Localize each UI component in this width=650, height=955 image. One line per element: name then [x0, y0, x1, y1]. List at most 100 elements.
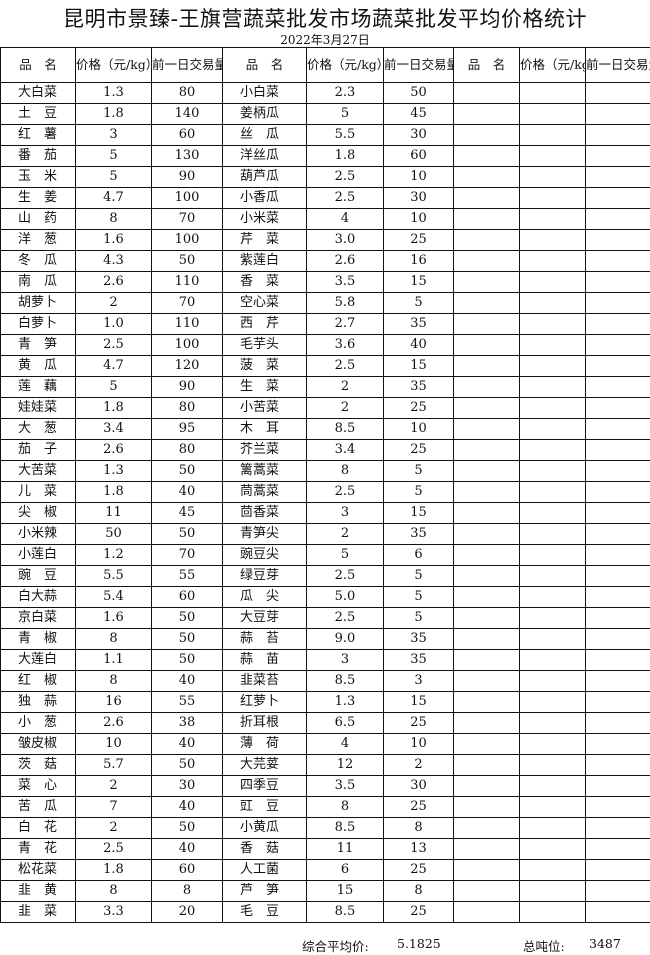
- empty-cell: [585, 103, 650, 125]
- cell-name: 皱皮椒: [0, 733, 76, 755]
- table-row: 尖 椒 11 45 茴香菜 3 15: [0, 502, 650, 524]
- cell-volume: 2: [383, 754, 454, 776]
- cell-price: 3.4: [306, 439, 384, 461]
- empty-cell: [453, 796, 520, 818]
- cell-name: 香 菇: [222, 838, 307, 860]
- empty-cell: [519, 439, 586, 461]
- cell-name: 西 芹: [222, 313, 307, 335]
- cell-name: 芹 菜: [222, 229, 307, 251]
- empty-cell: [453, 523, 520, 545]
- table-row: 黄 瓜 4.7 120 菠 菜 2.5 15: [0, 355, 650, 377]
- cell-volume: 40: [151, 481, 223, 503]
- cell-volume: 55: [151, 565, 223, 587]
- cell-price: 4: [306, 208, 384, 230]
- page-title: 昆明市景臻-王旗营蔬菜批发市场蔬菜批发平均价格统计: [62, 7, 588, 31]
- table-row: 白萝卜 1.0 110 西 芹 2.7 35: [0, 313, 650, 335]
- empty-cell: [453, 712, 520, 734]
- cell-name: 小 葱: [0, 712, 76, 734]
- cell-volume: 5: [383, 292, 454, 314]
- cell-price: 5.0: [306, 586, 384, 608]
- cell-price: 1.3: [306, 691, 384, 713]
- cell-name: 黄 瓜: [0, 355, 76, 377]
- cell-volume: 25: [383, 439, 454, 461]
- cell-price: 2: [306, 397, 384, 419]
- cell-volume: 35: [383, 313, 454, 335]
- cell-price: 2: [75, 775, 152, 797]
- cell-volume: 50: [151, 250, 223, 272]
- average-price-value: 5.1825: [397, 936, 441, 951]
- empty-cell: [453, 880, 520, 902]
- cell-price: 11: [306, 838, 384, 860]
- cell-volume: 70: [151, 292, 223, 314]
- empty-cell: [585, 334, 650, 356]
- cell-price: 3.4: [75, 418, 152, 440]
- empty-cell: [585, 292, 650, 314]
- empty-cell: [519, 502, 586, 524]
- cell-name: 大豆芽: [222, 607, 307, 629]
- cell-price: 5.4: [75, 586, 152, 608]
- cell-name: 毛芋头: [222, 334, 307, 356]
- empty-cell: [585, 82, 650, 104]
- empty-cell: [453, 670, 520, 692]
- empty-cell: [519, 355, 586, 377]
- cell-name: 茨 菇: [0, 754, 76, 776]
- cell-name: 紫莲白: [222, 250, 307, 272]
- empty-cell: [519, 901, 586, 923]
- empty-cell: [453, 544, 520, 566]
- cell-name: 尖 椒: [0, 502, 76, 524]
- cell-price: 4.7: [75, 187, 152, 209]
- empty-cell: [519, 271, 586, 293]
- cell-name: 大莲白: [0, 649, 76, 671]
- cell-volume: 35: [383, 376, 454, 398]
- empty-cell: [585, 187, 650, 209]
- table-row: 山 药 8 70 小米菜 4 10: [0, 208, 650, 230]
- empty-cell: [585, 607, 650, 629]
- header-volume: 前一日交易量(吨): [585, 47, 650, 83]
- table-row: 豌 豆 5.5 55 绿豆芽 2.5 5: [0, 565, 650, 587]
- cell-price: 1.8: [75, 397, 152, 419]
- cell-price: 8: [75, 880, 152, 902]
- empty-cell: [453, 103, 520, 125]
- empty-cell: [519, 775, 586, 797]
- empty-cell: [453, 901, 520, 923]
- cell-name: 毛 豆: [222, 901, 307, 923]
- cell-price: 2.6: [75, 712, 152, 734]
- empty-cell: [585, 628, 650, 650]
- empty-cell: [585, 754, 650, 776]
- cell-name: 番 茄: [0, 145, 76, 167]
- cell-name: 四季豆: [222, 775, 307, 797]
- empty-cell: [519, 523, 586, 545]
- empty-cell: [519, 82, 586, 104]
- table-row: 土 豆 1.8 140 姜柄瓜 5 45: [0, 103, 650, 125]
- cell-name: 大芫荽: [222, 754, 307, 776]
- empty-cell: [585, 439, 650, 461]
- cell-name: 娃娃菜: [0, 397, 76, 419]
- cell-price: 2.3: [306, 82, 384, 104]
- header-volume: 前一日交易量(吨): [383, 47, 454, 83]
- table-row: 青 椒 8 50 蒜 苔 9.0 35: [0, 628, 650, 650]
- empty-cell: [453, 271, 520, 293]
- total-tonnage-label: 总吨位:: [523, 939, 565, 954]
- cell-volume: 100: [151, 334, 223, 356]
- cell-price: 4: [306, 733, 384, 755]
- empty-cell: [519, 229, 586, 251]
- table-row: 小 葱 2.6 38 折耳根 6.5 25: [0, 712, 650, 734]
- empty-cell: [453, 418, 520, 440]
- cell-volume: 6: [383, 544, 454, 566]
- empty-cell: [519, 481, 586, 503]
- cell-name: 小黄瓜: [222, 817, 307, 839]
- cell-price: 1.3: [75, 82, 152, 104]
- cell-name: 洋 葱: [0, 229, 76, 251]
- cell-price: 5: [306, 544, 384, 566]
- header-name: 品 名: [453, 47, 520, 83]
- cell-volume: 5: [383, 586, 454, 608]
- cell-price: 2.5: [306, 166, 384, 188]
- table-row: 苦 瓜 7 40 豇 豆 8 25: [0, 796, 650, 818]
- cell-name: 芥兰菜: [222, 439, 307, 461]
- empty-cell: [453, 628, 520, 650]
- empty-cell: [453, 565, 520, 587]
- empty-cell: [585, 145, 650, 167]
- empty-cell: [519, 250, 586, 272]
- cell-volume: 50: [151, 817, 223, 839]
- cell-name: 莲 藕: [0, 376, 76, 398]
